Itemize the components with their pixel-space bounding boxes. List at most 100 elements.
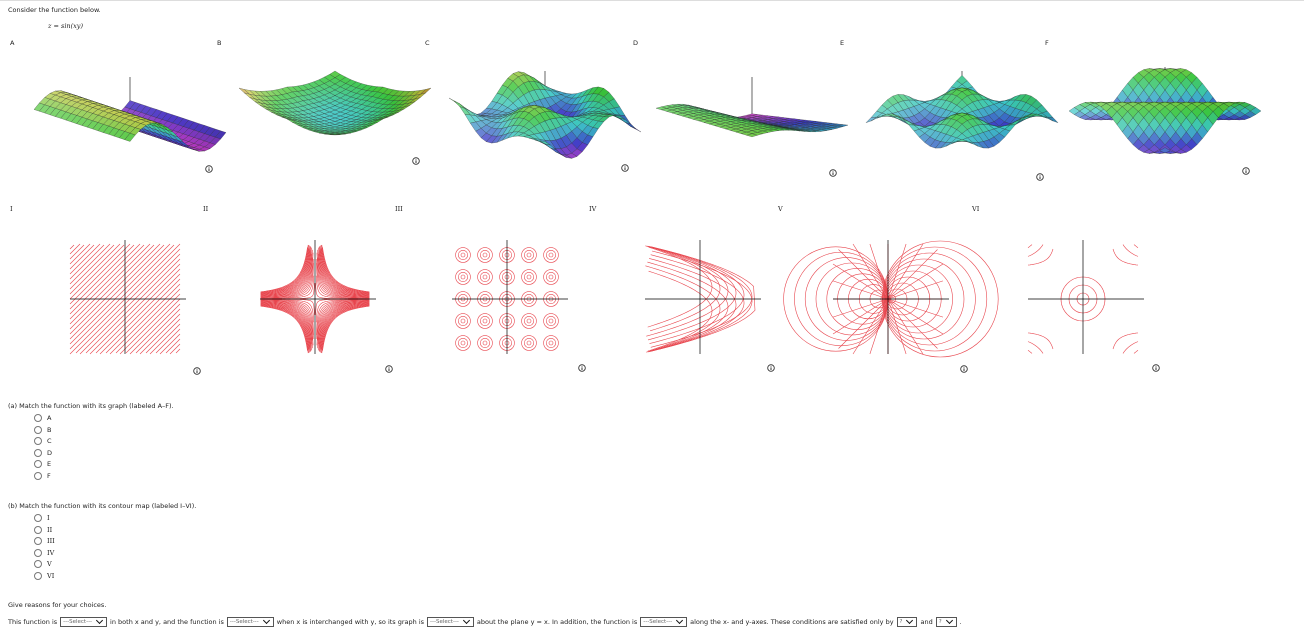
info-icon[interactable] — [960, 365, 968, 373]
radio-button[interactable] — [34, 560, 42, 568]
radio-button[interactable] — [34, 471, 42, 480]
radio-button[interactable] — [34, 537, 42, 545]
surface-graph — [33, 77, 227, 152]
radio-option[interactable]: D — [34, 448, 53, 457]
dropdown[interactable]: ---Select--- — [427, 617, 474, 627]
info-icon[interactable] — [412, 157, 420, 165]
shape — [1122, 341, 1139, 354]
shape — [75, 248, 181, 354]
radio-button[interactable] — [34, 414, 42, 422]
info-icon[interactable] — [621, 164, 629, 172]
shape — [321, 244, 370, 293]
radio-option[interactable]: VI — [34, 571, 54, 580]
radio-button[interactable] — [34, 425, 42, 434]
info-icon[interactable] — [205, 165, 213, 173]
shape — [260, 299, 315, 340]
dropdown-arrow[interactable] — [945, 619, 954, 625]
info-icon[interactable] — [829, 169, 837, 177]
shape — [175, 348, 181, 354]
dropdown[interactable]: ? — [896, 617, 918, 627]
shape — [458, 250, 468, 260]
dropdown-arrow[interactable] — [96, 619, 105, 625]
shape — [260, 300, 314, 346]
shape — [832, 170, 834, 172]
dropdown[interactable]: ? — [935, 617, 957, 627]
info-icon[interactable] — [1036, 173, 1044, 181]
shape — [829, 169, 837, 177]
dropdown-arrow[interactable] — [262, 619, 271, 625]
radio-button[interactable] — [34, 514, 42, 522]
shape — [458, 316, 468, 327]
radio-option[interactable]: B — [34, 425, 51, 434]
shape — [865, 117, 878, 123]
contour-map — [783, 240, 999, 358]
shape — [521, 313, 537, 329]
radio-button[interactable] — [34, 525, 42, 534]
radio-option[interactable]: III — [34, 537, 55, 545]
radio-button[interactable] — [34, 448, 42, 457]
shape — [260, 305, 309, 354]
shape — [260, 249, 310, 295]
dropdown-arrow[interactable] — [906, 619, 915, 625]
dropdown-arrow[interactable] — [462, 619, 471, 625]
info-icon[interactable] — [767, 364, 775, 372]
question-a: (a) Match the function with its graph (l… — [8, 402, 174, 410]
shape — [260, 248, 310, 294]
shape — [832, 263, 889, 300]
option-label: D — [47, 448, 53, 457]
dropdown[interactable]: ---Select--- — [640, 617, 688, 627]
shape — [155, 328, 181, 354]
shape — [455, 269, 471, 285]
shape — [630, 126, 642, 133]
shape — [69, 243, 171, 345]
dropdown-value: ---Select--- — [63, 619, 93, 625]
radio-option[interactable]: E — [34, 460, 51, 468]
shape — [315, 258, 370, 299]
shape — [524, 271, 535, 282]
dropdown[interactable]: ---Select--- — [60, 617, 108, 627]
shape — [315, 299, 370, 323]
shape — [543, 335, 559, 351]
radio-option[interactable]: F — [34, 471, 51, 480]
option-label: E — [47, 460, 52, 468]
dropdown-value: ---Select--- — [643, 619, 673, 625]
shape — [460, 318, 466, 324]
shape — [260, 251, 312, 296]
radio-option[interactable]: V — [34, 560, 52, 568]
radio-option[interactable]: C — [34, 437, 52, 445]
shape — [319, 303, 370, 352]
radio-button[interactable] — [34, 437, 42, 445]
radio-option[interactable]: A — [34, 414, 51, 422]
shape — [645, 265, 721, 352]
radio-option[interactable]: II — [34, 525, 52, 534]
radio-option[interactable]: I — [34, 514, 50, 522]
dropdown-arrow[interactable] — [676, 619, 685, 625]
radio-button[interactable] — [34, 571, 42, 580]
shape — [260, 301, 312, 344]
shape — [315, 275, 370, 299]
shape — [647, 270, 713, 352]
graph-label: B — [217, 39, 222, 47]
info-icon[interactable] — [1152, 364, 1160, 372]
info-icon[interactable] — [578, 364, 586, 372]
shape — [69, 243, 81, 255]
shape — [318, 301, 370, 350]
option-label: IV — [47, 548, 55, 557]
shape — [887, 249, 938, 300]
radio-button[interactable] — [34, 460, 42, 468]
shape — [321, 305, 370, 354]
shape — [624, 122, 636, 129]
radio-option[interactable]: IV — [34, 548, 55, 557]
radio-button[interactable] — [34, 548, 42, 557]
info-icon[interactable] — [385, 365, 393, 373]
shape — [260, 263, 314, 299]
shape — [320, 249, 370, 295]
shape — [135, 308, 181, 354]
shape — [69, 244, 125, 300]
shape — [832, 298, 889, 335]
dropdown[interactable]: ---Select--- — [226, 617, 274, 627]
info-icon[interactable] — [193, 367, 201, 375]
shape — [124, 133, 136, 142]
info-icon[interactable] — [1242, 167, 1250, 175]
contour-label: VI — [972, 205, 980, 213]
